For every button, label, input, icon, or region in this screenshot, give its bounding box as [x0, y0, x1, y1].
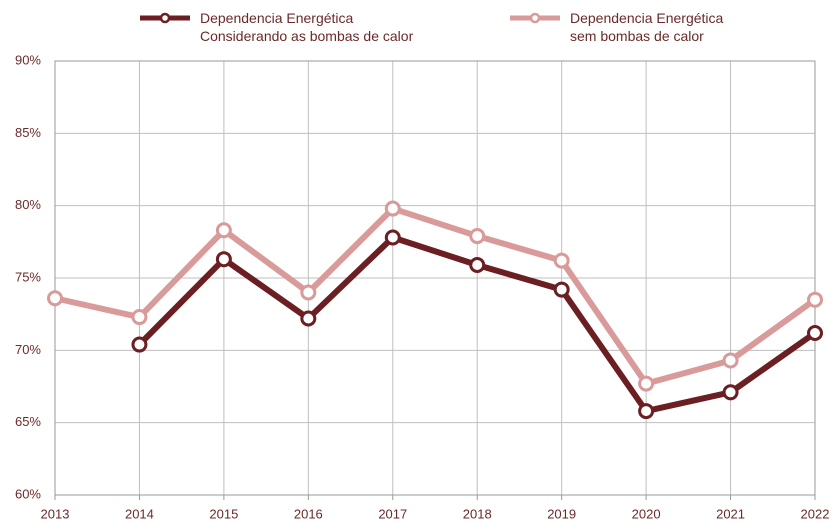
- y-tick-label: 75%: [15, 269, 41, 284]
- y-tick-label: 60%: [15, 486, 41, 501]
- point: [384, 200, 401, 217]
- point: [638, 403, 655, 420]
- point: [807, 324, 823, 341]
- point: [131, 336, 148, 353]
- x-tick-label: 2015: [209, 506, 238, 521]
- x-tick-label: 2018: [463, 506, 492, 521]
- x-tick-label: 2021: [716, 506, 745, 521]
- y-tick-label: 80%: [15, 197, 41, 212]
- y-tick-label: 90%: [15, 52, 41, 67]
- plot-border: [54, 60, 816, 496]
- point: [469, 228, 486, 245]
- x-tick-label: 2020: [632, 506, 661, 521]
- point: [553, 281, 570, 298]
- point: [300, 284, 317, 301]
- x-tick-label: 2019: [547, 506, 576, 521]
- point: [807, 291, 823, 308]
- point: [553, 252, 570, 269]
- x-tick-label: 2014: [125, 506, 154, 521]
- y-tick-label: 70%: [15, 342, 41, 357]
- y-tick-label: 65%: [15, 414, 41, 429]
- point: [300, 310, 317, 327]
- x-tick-label: 2016: [294, 506, 323, 521]
- point: [638, 375, 655, 392]
- point: [384, 229, 401, 246]
- x-tick-label: 2017: [378, 506, 407, 521]
- point: [215, 222, 232, 239]
- legend-marker: [159, 12, 171, 24]
- legend-marker: [529, 12, 541, 24]
- x-tick-label: 2013: [41, 506, 70, 521]
- legend-label: Dependencia Energética Considerando as b…: [200, 10, 414, 44]
- x-tick-label: 2022: [801, 506, 830, 521]
- point: [469, 256, 486, 273]
- legend-label: Dependencia Energética sem bombas de cal…: [570, 10, 724, 44]
- point: [47, 290, 63, 307]
- point: [215, 251, 232, 268]
- point: [131, 309, 148, 326]
- series-line: [54, 205, 817, 387]
- point: [722, 384, 739, 401]
- point: [722, 352, 739, 369]
- y-tick-label: 85%: [15, 125, 41, 140]
